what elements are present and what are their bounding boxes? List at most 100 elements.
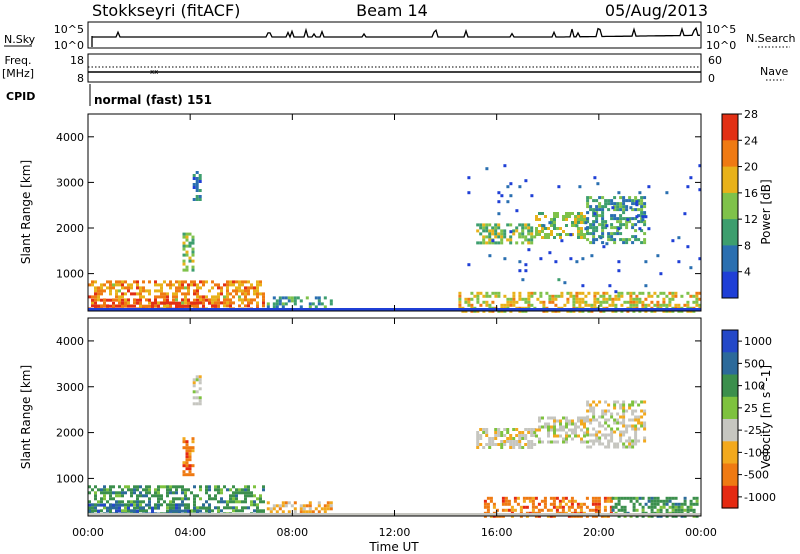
echo-cell bbox=[641, 300, 645, 304]
echo-cell bbox=[500, 440, 504, 443]
echo-cell bbox=[492, 502, 496, 506]
echo-cell bbox=[589, 421, 593, 425]
echo-cell bbox=[527, 300, 531, 304]
echo-cell bbox=[631, 208, 635, 212]
echo-cell bbox=[188, 241, 192, 245]
echo-cell bbox=[557, 185, 561, 189]
echo-cell bbox=[191, 464, 195, 468]
echo-cell bbox=[617, 227, 621, 231]
echo-cell bbox=[506, 437, 510, 440]
echo-cell bbox=[609, 496, 613, 500]
echo-cell bbox=[139, 304, 142, 308]
echo-cell bbox=[574, 434, 577, 438]
echo-cell bbox=[594, 505, 598, 509]
echo-cell bbox=[473, 294, 477, 298]
echo-cell bbox=[208, 298, 211, 302]
echo-cell bbox=[106, 488, 109, 492]
echo-cell bbox=[634, 415, 638, 419]
echo-cell bbox=[590, 303, 594, 307]
echo-cell bbox=[547, 227, 550, 230]
echo-cell bbox=[97, 503, 100, 507]
colorbar-segment bbox=[722, 374, 738, 398]
echo-cell bbox=[192, 390, 196, 394]
echo-cell bbox=[572, 297, 576, 301]
echo-cell bbox=[485, 229, 489, 233]
echo-cell bbox=[115, 506, 118, 510]
echo-cell bbox=[619, 403, 623, 407]
echo-cell bbox=[482, 223, 486, 227]
echo-cell bbox=[616, 232, 620, 236]
echo-cell bbox=[103, 491, 106, 495]
echo-cell bbox=[205, 491, 208, 495]
echo-cell bbox=[106, 304, 109, 308]
echo-cell bbox=[214, 283, 217, 287]
echo-cell bbox=[614, 294, 618, 298]
freq-label: Freq. bbox=[4, 54, 31, 67]
echo-cell bbox=[488, 294, 492, 298]
echo-cell bbox=[329, 302, 333, 306]
echo-cell bbox=[674, 505, 678, 509]
echo-cell bbox=[521, 278, 525, 282]
echo-cell bbox=[601, 433, 605, 437]
echo-cell bbox=[479, 428, 483, 431]
echo-cell bbox=[106, 500, 109, 504]
echo-cell bbox=[530, 294, 534, 298]
echo-cell bbox=[157, 289, 160, 293]
echo-cell bbox=[634, 409, 638, 413]
echo-cell bbox=[482, 428, 486, 431]
echo-cell bbox=[157, 494, 160, 498]
echo-cell bbox=[538, 437, 541, 441]
echo-cell bbox=[482, 431, 486, 434]
echo-cell bbox=[591, 499, 595, 503]
echo-cell bbox=[524, 269, 528, 273]
echo-cell bbox=[683, 502, 687, 506]
echo-cell bbox=[577, 434, 580, 438]
echo-cell bbox=[629, 294, 633, 298]
echo-cell bbox=[586, 238, 590, 242]
echo-cell bbox=[211, 298, 214, 302]
echo-cell bbox=[644, 297, 648, 301]
velocity-ylabel: Slant Range [km] bbox=[19, 365, 33, 469]
echo-cell bbox=[593, 303, 597, 307]
echo-cell bbox=[613, 421, 617, 425]
echo-cell bbox=[272, 305, 276, 309]
echo-cell bbox=[619, 421, 623, 425]
echo-cell bbox=[139, 503, 142, 507]
echo-cell bbox=[598, 424, 602, 428]
echo-cell bbox=[637, 415, 641, 419]
echo-cell bbox=[479, 434, 483, 437]
echo-cell bbox=[112, 286, 115, 290]
echo-cell bbox=[506, 200, 510, 204]
echo-cell bbox=[278, 296, 282, 300]
echo-cell bbox=[184, 280, 187, 284]
echo-cell bbox=[175, 280, 178, 284]
echo-cell bbox=[607, 433, 611, 437]
echo-cell bbox=[613, 445, 617, 449]
echo-cell bbox=[586, 230, 589, 233]
echo-cell bbox=[259, 283, 262, 287]
echo-cell bbox=[256, 286, 259, 290]
echo-cell bbox=[592, 214, 596, 218]
echo-cell bbox=[530, 235, 534, 239]
echo-cell bbox=[521, 297, 525, 301]
echo-cell bbox=[226, 289, 229, 293]
echo-cell bbox=[593, 300, 597, 304]
echo-cell bbox=[569, 291, 573, 295]
echo-cell bbox=[595, 205, 599, 209]
echo-cell bbox=[530, 232, 534, 236]
y-tick-label: 4000 bbox=[56, 335, 84, 348]
echo-cell bbox=[188, 449, 192, 453]
echo-cell bbox=[188, 244, 192, 248]
echo-cell bbox=[569, 294, 573, 298]
echo-cell bbox=[154, 491, 157, 495]
echo-cell bbox=[195, 375, 199, 379]
echo-cell bbox=[238, 289, 241, 293]
echo-cell bbox=[191, 241, 195, 245]
velocity-echo-marks bbox=[88, 375, 701, 518]
echo-cell bbox=[211, 304, 214, 308]
echo-cell bbox=[634, 436, 638, 440]
echo-cell bbox=[583, 422, 586, 426]
nave-tick-high: 60 bbox=[708, 54, 722, 67]
echo-cell bbox=[226, 298, 229, 302]
